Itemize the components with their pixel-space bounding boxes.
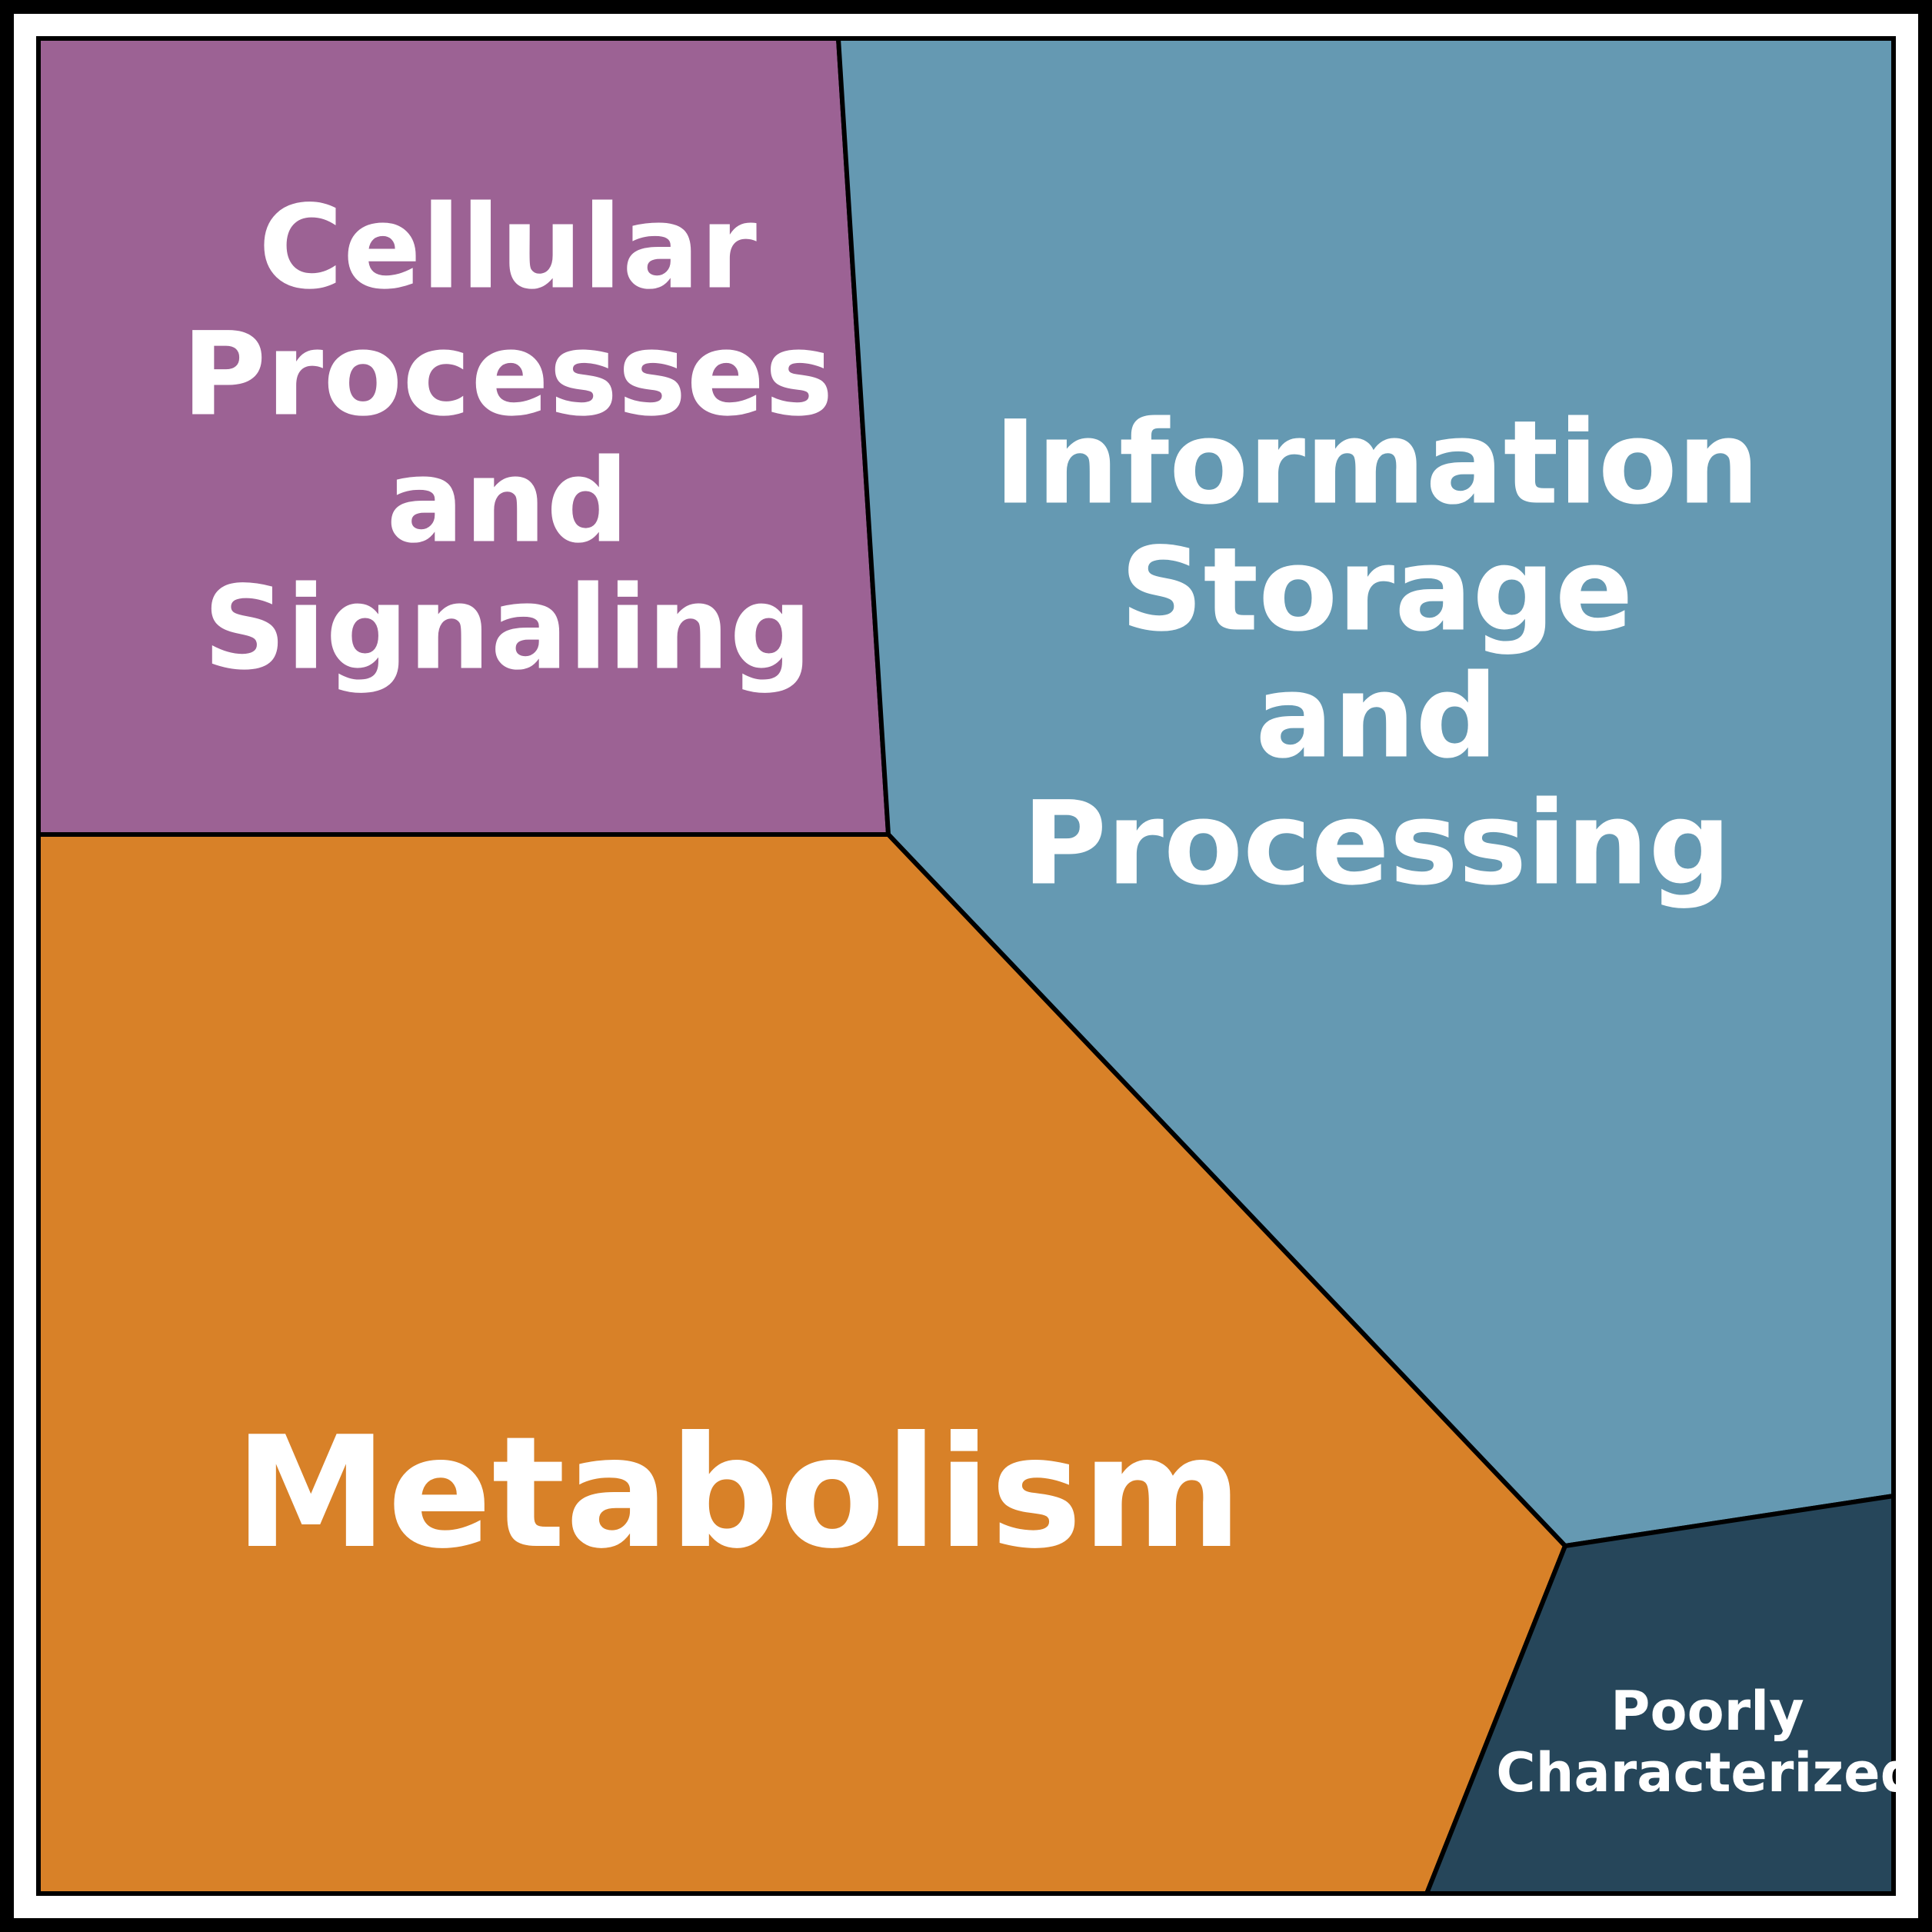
voronoi-treemap: CellularProcessesandSignalingInformation…: [0, 0, 1932, 1932]
region-label-information-line-3: Processing: [1022, 778, 1731, 911]
region-label-cellular-line-2: and: [386, 435, 628, 569]
region-label-cellular-line-3: Signaling: [203, 562, 812, 696]
region-label-poorly-line-1: Characterized: [1496, 1741, 1918, 1804]
region-label-information-line-1: Storage: [1120, 524, 1633, 658]
region-label-cellular-line-1: Processes: [182, 308, 833, 442]
region-label-metabolism-line-0: Metabolism: [235, 1404, 1242, 1583]
region-label-metabolism: Metabolism: [235, 1404, 1242, 1583]
region-label-information-line-2: and: [1255, 651, 1497, 784]
region-label-poorly-line-0: Poorly: [1611, 1680, 1804, 1743]
region-label-cellular: CellularProcessesandSignaling: [182, 182, 833, 696]
region-label-information-line-0: Information: [994, 397, 1759, 531]
region-label-cellular-line-0: Cellular: [258, 182, 757, 315]
